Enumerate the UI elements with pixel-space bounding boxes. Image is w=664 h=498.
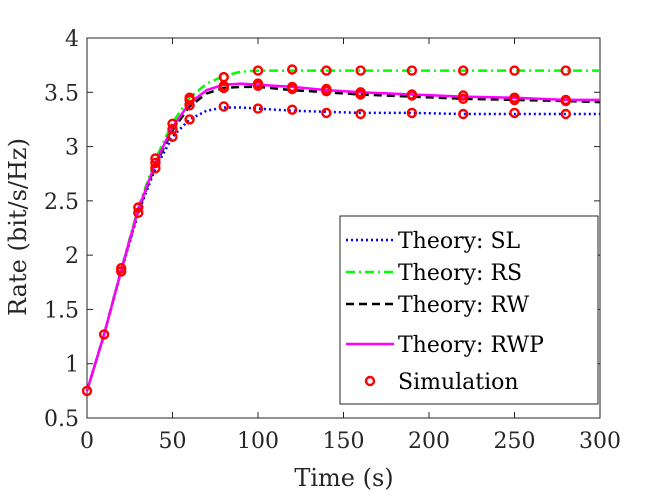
simulation-point bbox=[458, 65, 469, 76]
simulation-point bbox=[287, 64, 298, 75]
y-tick-label: 2 bbox=[65, 244, 79, 269]
simulation-point bbox=[287, 104, 298, 115]
y-axis-label: Rate (bit/s/Hz) bbox=[4, 138, 32, 316]
simulation-point bbox=[133, 207, 144, 219]
simulation-point bbox=[150, 157, 161, 169]
simulation-point bbox=[406, 65, 418, 76]
simulation-point bbox=[321, 83, 332, 95]
simulation-point bbox=[115, 263, 127, 274]
simulation-point bbox=[560, 65, 571, 76]
x-tick-label: 50 bbox=[159, 429, 187, 454]
x-axis-label: Time (s) bbox=[294, 464, 393, 492]
simulation-point bbox=[560, 94, 571, 106]
legend-box bbox=[339, 215, 599, 405]
simulation-point bbox=[81, 385, 93, 397]
simulation-point bbox=[252, 103, 264, 114]
legend-label-sl: Theory: SL bbox=[398, 229, 521, 254]
simulation-point bbox=[560, 108, 571, 120]
simulation-point bbox=[355, 87, 366, 98]
simulation-point bbox=[150, 153, 161, 164]
y-tick-label: 1 bbox=[65, 353, 79, 378]
simulation-point bbox=[321, 107, 332, 119]
simulation-point bbox=[355, 65, 366, 76]
legend-label-rs: Theory: RS bbox=[398, 261, 522, 286]
y-tick-label: 0.5 bbox=[44, 407, 79, 432]
simulation-point bbox=[218, 71, 230, 83]
x-tick-label: 300 bbox=[579, 429, 621, 454]
simulation-point bbox=[287, 81, 298, 93]
simulation-point bbox=[167, 123, 178, 135]
legend-label-rw: Theory: RW bbox=[398, 293, 530, 318]
y-tick-label: 4 bbox=[65, 27, 79, 52]
x-tick-label: 150 bbox=[323, 429, 365, 454]
y-tick-label: 2.5 bbox=[44, 190, 79, 215]
y-tick-label: 3 bbox=[65, 136, 79, 161]
x-tick-label: 200 bbox=[408, 429, 450, 454]
simulation-point bbox=[98, 329, 110, 340]
x-tick-label: 250 bbox=[494, 429, 536, 454]
simulation-point bbox=[133, 202, 144, 213]
simulation-point bbox=[218, 101, 230, 112]
simulation-point bbox=[458, 90, 469, 101]
legend-label-simulation: Simulation bbox=[398, 370, 519, 395]
simulation-point bbox=[355, 108, 366, 120]
legend-sample-simulation bbox=[364, 375, 376, 387]
simulation-point bbox=[184, 92, 195, 103]
simulation-point bbox=[167, 118, 178, 130]
simulation-point bbox=[150, 163, 161, 174]
simulation-point bbox=[509, 92, 520, 103]
simulation-point bbox=[406, 107, 418, 119]
simulation-point bbox=[509, 65, 520, 76]
y-tick-label: 3.5 bbox=[44, 81, 79, 106]
legend-label-rwp: Theory: RWP bbox=[398, 333, 544, 358]
simulation-point bbox=[406, 89, 418, 100]
simulation-point bbox=[509, 107, 520, 119]
simulation-point bbox=[458, 108, 469, 120]
simulation-point bbox=[252, 78, 264, 89]
legend: Theory: SL Theory: RS Theory: RW Theory:… bbox=[339, 215, 599, 405]
x-tick-label: 0 bbox=[80, 429, 94, 454]
simulation-point bbox=[321, 65, 332, 76]
x-tick-label: 100 bbox=[237, 429, 279, 454]
y-tick-label: 1.5 bbox=[44, 298, 79, 323]
simulation-point bbox=[252, 65, 264, 76]
simulation-point bbox=[184, 114, 195, 125]
